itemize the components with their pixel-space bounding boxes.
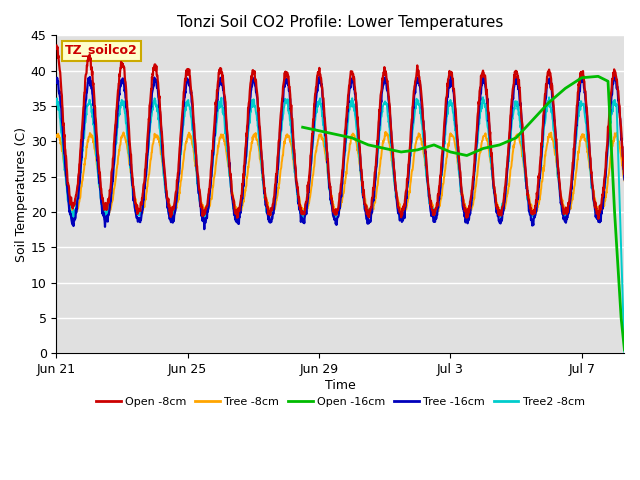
X-axis label: Time: Time [325, 379, 356, 392]
Legend: Open -8cm, Tree -8cm, Open -16cm, Tree -16cm, Tree2 -8cm: Open -8cm, Tree -8cm, Open -16cm, Tree -… [92, 393, 589, 411]
Text: TZ_soilco2: TZ_soilco2 [65, 45, 138, 58]
Title: Tonzi Soil CO2 Profile: Lower Temperatures: Tonzi Soil CO2 Profile: Lower Temperatur… [177, 15, 504, 30]
Y-axis label: Soil Temperatures (C): Soil Temperatures (C) [15, 127, 28, 262]
